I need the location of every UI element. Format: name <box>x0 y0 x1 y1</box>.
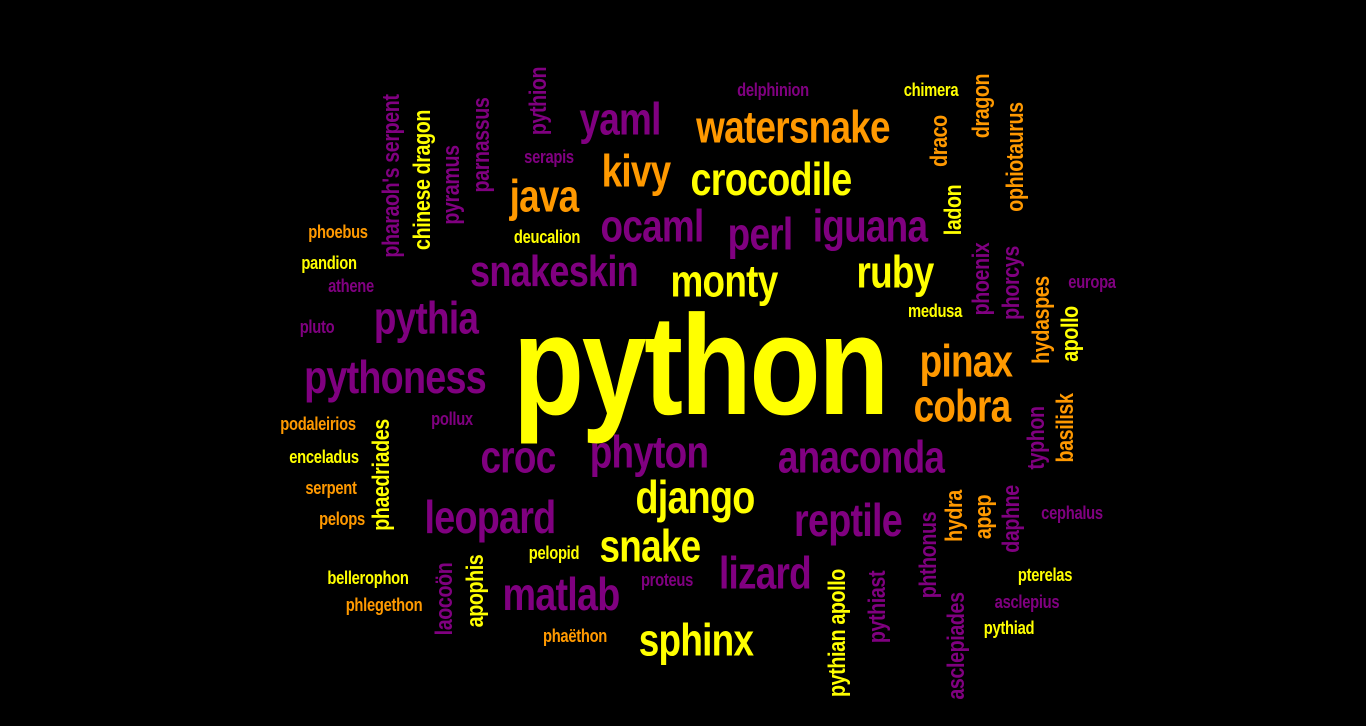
word: lizard <box>719 547 812 599</box>
word: apophis <box>462 554 489 628</box>
word: athene <box>328 276 374 296</box>
word: pinax <box>919 335 1013 387</box>
word: parnassus <box>468 97 495 193</box>
word: croc <box>480 431 556 483</box>
word: deucalion <box>513 227 581 247</box>
word: enceladus <box>289 447 359 467</box>
word: django <box>635 471 755 523</box>
word: pythiad <box>983 618 1035 638</box>
word: crocodile <box>690 153 853 205</box>
word: serpent <box>305 478 357 498</box>
word: pythiast <box>864 570 891 644</box>
word: monty <box>670 255 778 307</box>
word: hydra <box>941 490 968 542</box>
word: cobra <box>913 380 1012 432</box>
word: kivy <box>601 145 672 197</box>
word: anaconda <box>777 431 945 483</box>
word: pelopid <box>528 543 580 563</box>
word: podaleirios <box>280 414 356 434</box>
word: pythion <box>525 66 552 136</box>
word: pluto <box>299 317 335 337</box>
word: matlab <box>502 568 620 620</box>
word: ruby <box>856 246 934 298</box>
word: watersnake <box>696 101 890 153</box>
word: pythoness <box>304 351 487 403</box>
word: pelops <box>319 509 365 529</box>
word: phyton <box>589 426 709 478</box>
word: phoebus <box>308 222 368 242</box>
word: bellerophon <box>327 568 409 588</box>
word: pandion <box>301 253 357 273</box>
word: europa <box>1068 272 1116 292</box>
word: snake <box>599 520 702 572</box>
word: draco <box>926 115 953 167</box>
word: chimera <box>903 80 959 100</box>
word: phoenix <box>968 242 995 316</box>
word: pyramus <box>438 145 465 225</box>
word: delphinion <box>737 80 809 100</box>
word: snakeskin <box>469 247 639 296</box>
word: iguana <box>812 200 928 252</box>
word: yaml <box>579 93 661 145</box>
word: sphinx <box>638 614 754 666</box>
word: python <box>512 286 889 445</box>
word: daphne <box>998 485 1025 553</box>
word: basilisk <box>1052 393 1079 463</box>
word: phlegethon <box>345 595 423 615</box>
word: laocoön <box>431 562 458 636</box>
word: phorcys <box>998 246 1025 320</box>
word: pythian apollo <box>824 569 851 697</box>
word: pollux <box>431 409 473 429</box>
word: medusa <box>907 301 963 321</box>
word: asclepiades <box>943 592 970 700</box>
word: asclepius <box>994 592 1060 612</box>
word: ocaml <box>600 200 705 252</box>
word: proteus <box>640 570 694 590</box>
word: ladon <box>940 184 967 236</box>
word: ophiotaurus <box>1002 102 1029 212</box>
word: apollo <box>1057 306 1084 362</box>
word: pharaoh's serpent <box>378 94 405 258</box>
word: reptile <box>794 494 903 546</box>
word: leopard <box>424 491 557 543</box>
word: pterelas <box>1017 565 1073 585</box>
word: phaedriades <box>368 419 395 531</box>
word: phaëthon <box>542 626 608 646</box>
word: dragon <box>968 73 995 139</box>
word: serapis <box>524 147 574 167</box>
word: cephalus <box>1041 503 1103 523</box>
word: java <box>509 170 580 222</box>
word: hydaspes <box>1028 276 1055 364</box>
word: perl <box>727 208 793 260</box>
word: apep <box>970 494 997 540</box>
word: chinese dragon <box>409 110 436 250</box>
word: typhon <box>1023 406 1050 470</box>
word: phthonus <box>915 511 942 599</box>
word: pythia <box>373 292 479 344</box>
